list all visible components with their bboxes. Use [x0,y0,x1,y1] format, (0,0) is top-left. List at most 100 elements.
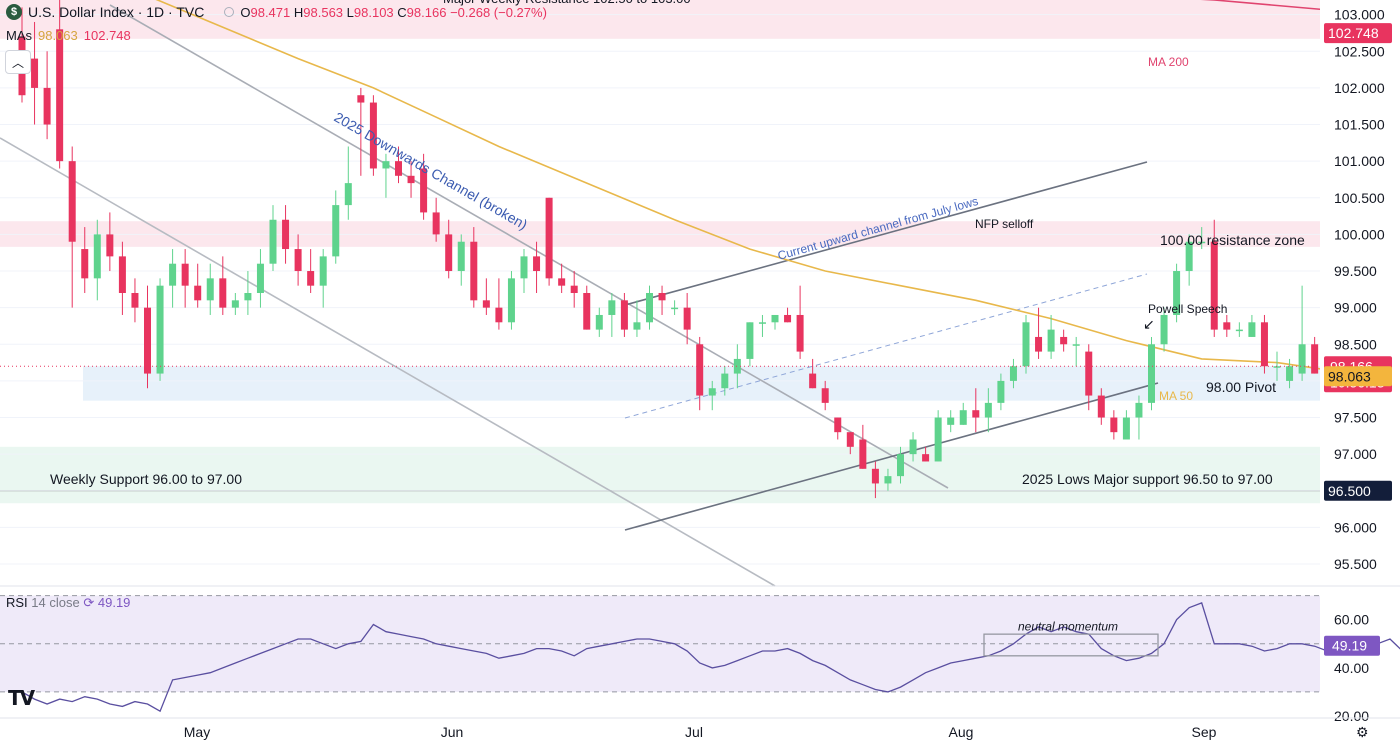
svg-text:96.500: 96.500 [1328,483,1371,499]
candle [1148,336,1155,411]
gear-icon[interactable]: ⚙ [1356,724,1369,740]
candle-body [608,300,616,315]
candle [1072,336,1080,367]
mas-legend[interactable]: MAs 98.063 102.748 [6,28,131,43]
candle-body [947,417,955,425]
rsi-value: 49.19 [97,595,131,610]
candle [93,219,101,301]
rsi-tick-label: 20.00 [1334,708,1369,724]
candle-body [269,219,277,264]
candle-body [495,307,503,323]
candle-body [1260,322,1268,367]
candle [1097,388,1105,425]
candle [319,249,327,308]
tradingview-logo-icon[interactable]: TV [8,686,35,710]
candle [1085,344,1093,411]
candle-body [420,168,428,213]
candle-body [859,439,867,469]
candle [495,278,503,330]
candle [1210,219,1218,337]
candle [796,285,804,359]
time-axis-label: May [184,724,210,740]
candle-body [1097,395,1105,418]
candle-body [533,256,541,272]
svg-text:98.063: 98.063 [1328,368,1371,384]
ma50-price-tag: 98.063 [1324,366,1392,387]
candle [1122,410,1130,440]
rsi-value-tag-label: 49.19 [1332,638,1367,654]
mas-label: MAs [6,28,32,43]
candle [733,344,741,389]
candle-body [1148,344,1155,403]
candle-body [357,95,365,103]
candle-body [206,278,214,301]
candle [144,285,151,389]
candle [357,87,365,176]
candle-body [457,241,465,272]
candle [1047,314,1055,359]
candle-body [696,344,704,396]
candle-body [369,102,377,169]
candle [482,278,490,315]
candle-body [244,293,252,301]
candle-body [93,234,101,279]
candle-body [294,249,302,272]
candle-body [796,314,804,352]
candle-body [407,175,415,184]
candle [583,285,591,330]
candle [1160,307,1168,352]
candle-body [846,432,854,447]
candle-body [897,454,904,477]
candle-body [282,219,290,250]
rsi-value-tag [1324,635,1380,656]
collapse-legend-button[interactable]: ︿ [5,50,31,74]
candle [256,249,264,308]
candle-body [809,373,817,389]
candle-body [1035,336,1043,352]
candle-body [620,300,628,330]
symbol-title[interactable]: U.S. Dollar Index · 1D · TVC [28,4,205,20]
candle [344,146,352,220]
candle [219,256,227,315]
price-tick-label: 103.000 [1334,7,1385,23]
candle [1185,234,1193,286]
candle [1235,322,1243,337]
candle-body [1173,271,1181,315]
candle [507,271,515,330]
candle-body [1185,241,1193,272]
support-price-tag: 96.500 [1324,480,1392,501]
ma200-price-tag: 102.748 [1324,23,1392,44]
candle [1198,227,1206,250]
candle [997,373,1005,411]
candle [445,219,453,279]
candle [708,380,716,411]
neutral-momentum-label: neutral momentum [1018,620,1118,634]
price-tick-label: 97.500 [1334,410,1377,426]
rsi-line [21,602,1400,713]
candle [206,263,214,315]
price-tick-label: 99.500 [1334,263,1377,279]
candle [909,432,917,462]
candle-body [784,314,792,323]
candle-body [1198,241,1206,244]
candle [118,241,126,315]
time-axis-label: Sep [1192,724,1217,740]
pivot-label: 98.00 Pivot [1206,379,1276,395]
candle-body [106,234,114,257]
candle [382,153,390,198]
candle [897,446,904,484]
price-tick-label: 101.000 [1334,153,1385,169]
rsi-legend[interactable]: RSI 14 close ⟳ 49.19 [6,595,130,611]
candle-body [131,293,139,308]
candle [1223,314,1231,337]
candle-body [721,373,729,389]
candle [106,212,114,272]
candle [984,388,992,433]
candle-body [181,263,189,286]
candle-body [68,161,76,242]
price-tick-label: 101.500 [1334,117,1385,133]
candle-body [470,241,478,301]
candle [194,263,202,308]
candle-body [1022,322,1030,367]
